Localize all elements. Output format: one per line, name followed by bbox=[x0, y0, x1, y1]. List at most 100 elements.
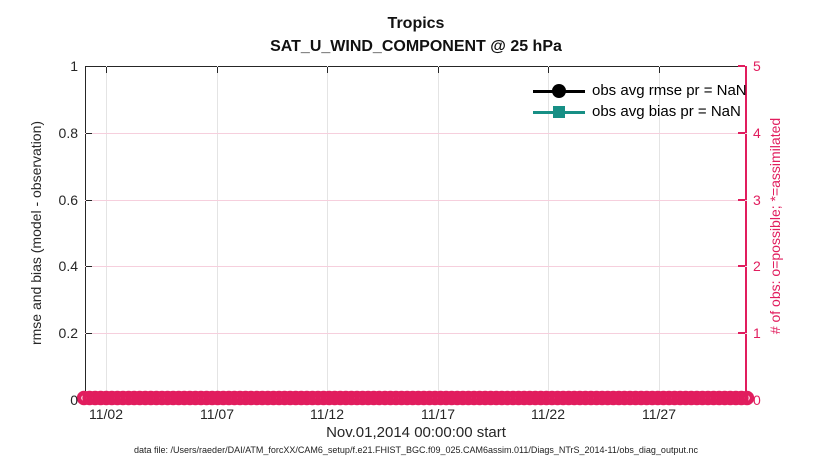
x-tick-label: 11/22 bbox=[531, 406, 565, 422]
right-tick-label: 1 bbox=[753, 325, 761, 341]
obs-possible-marker bbox=[115, 390, 131, 406]
obs-possible-marker bbox=[360, 390, 376, 406]
obs-possible-marker bbox=[294, 390, 309, 406]
obs-possible-marker bbox=[177, 390, 192, 406]
obs-possible-marker bbox=[299, 390, 315, 406]
obs-possible-marker bbox=[132, 390, 147, 406]
obs-possible-marker bbox=[511, 390, 526, 406]
obs-possible-marker bbox=[522, 390, 537, 406]
obs-possible-marker bbox=[472, 390, 487, 406]
obs-possible-marker bbox=[450, 390, 465, 406]
obs-possible-marker bbox=[645, 390, 660, 406]
left-tick-label: 1 bbox=[70, 58, 78, 74]
left-tick-mark bbox=[86, 200, 92, 201]
right-tick-mark bbox=[738, 332, 745, 334]
legend-entry-label: obs avg bias pr = NaN bbox=[592, 103, 741, 120]
x-tick-mark-top bbox=[327, 67, 328, 73]
grid-line-horizontal bbox=[85, 333, 747, 334]
obs-possible-marker bbox=[578, 390, 593, 406]
grid-line-horizontal bbox=[85, 266, 747, 267]
obs-possible-marker bbox=[461, 390, 476, 406]
x-tick-mark-top bbox=[217, 67, 218, 73]
grid-line-vertical bbox=[548, 66, 549, 400]
grid-line-horizontal bbox=[85, 133, 747, 134]
right-axis-label: # of obs: o=possible; *=assimilated bbox=[767, 117, 783, 335]
obs-possible-marker bbox=[500, 390, 515, 406]
left-tick-mark bbox=[86, 400, 92, 401]
obs-possible-marker bbox=[93, 390, 108, 406]
obs-possible-marker bbox=[154, 390, 170, 406]
obs-possible-marker bbox=[327, 390, 342, 406]
obs-possible-marker bbox=[739, 390, 755, 406]
obs-possible-marker bbox=[477, 390, 493, 406]
left-tick-label: 0.4 bbox=[58, 258, 78, 274]
obs-possible-marker bbox=[377, 390, 393, 406]
obs-possible-marker bbox=[138, 390, 153, 406]
obs-possible-marker bbox=[255, 390, 270, 406]
right-tick-mark bbox=[738, 199, 745, 201]
grid-line-vertical bbox=[438, 66, 439, 400]
legend-entry-label: obs avg rmse pr = NaN bbox=[592, 82, 747, 99]
obs-possible-marker bbox=[555, 390, 571, 406]
grid-line-vertical bbox=[217, 66, 218, 400]
obs-possible-marker bbox=[149, 390, 164, 406]
legend-marker-square-icon bbox=[553, 106, 565, 118]
right-tick-label: 0 bbox=[753, 392, 761, 408]
obs-possible-marker bbox=[310, 390, 326, 406]
obs-possible-marker bbox=[399, 390, 415, 406]
left-tick-mark bbox=[86, 66, 92, 67]
obs-possible-marker bbox=[87, 390, 103, 406]
obs-possible-marker bbox=[533, 390, 549, 406]
grid-line-vertical bbox=[106, 66, 107, 400]
obs-possible-marker bbox=[344, 390, 359, 406]
left-tick-label: 0.6 bbox=[58, 192, 78, 208]
x-tick-mark-bottom bbox=[106, 393, 107, 399]
obs-possible-marker bbox=[667, 390, 682, 406]
obs-possible-marker bbox=[282, 390, 298, 406]
right-tick-label: 4 bbox=[753, 125, 761, 141]
obs-possible-marker bbox=[182, 390, 198, 406]
obs-possible-marker bbox=[695, 390, 710, 406]
obs-possible-marker bbox=[204, 390, 220, 406]
x-tick-mark-bottom bbox=[438, 393, 439, 399]
left-tick-label: 0.2 bbox=[58, 325, 78, 341]
obs-possible-marker bbox=[321, 390, 337, 406]
obs-possible-marker bbox=[589, 390, 604, 406]
obs-possible-marker bbox=[717, 390, 732, 406]
left-tick-mark bbox=[86, 133, 92, 134]
obs-possible-marker bbox=[561, 390, 576, 406]
obs-possible-marker bbox=[366, 390, 381, 406]
obs-possible-marker bbox=[394, 390, 409, 406]
obs-possible-marker bbox=[165, 390, 181, 406]
x-tick-label: 11/07 bbox=[200, 406, 234, 422]
obs-possible-marker bbox=[516, 390, 532, 406]
obs-possible-marker bbox=[583, 390, 599, 406]
obs-possible-marker bbox=[271, 390, 287, 406]
obs-possible-marker bbox=[684, 390, 699, 406]
obs-possible-marker bbox=[199, 390, 214, 406]
x-tick-label: 11/02 bbox=[89, 406, 123, 422]
obs-possible-marker bbox=[600, 390, 615, 406]
x-tick-mark-top bbox=[548, 67, 549, 73]
obs-possible-marker bbox=[260, 390, 276, 406]
obs-possible-marker bbox=[706, 390, 721, 406]
right-tick-mark bbox=[738, 399, 745, 401]
right-tick-mark bbox=[738, 132, 745, 134]
grid-line-vertical bbox=[659, 66, 660, 400]
obs-possible-marker bbox=[305, 390, 320, 406]
obs-possible-marker bbox=[266, 390, 281, 406]
right-axis-spine bbox=[745, 66, 747, 400]
left-tick-label: 0 bbox=[70, 392, 78, 408]
obs-possible-marker bbox=[143, 390, 159, 406]
obs-possible-marker bbox=[372, 390, 387, 406]
obs-possible-marker bbox=[617, 390, 632, 406]
obs-possible-marker bbox=[628, 390, 643, 406]
x-tick-mark-bottom bbox=[327, 393, 328, 399]
obs-possible-marker bbox=[483, 390, 498, 406]
obs-possible-marker bbox=[188, 390, 203, 406]
left-axis-label: rmse and bias (model - observation) bbox=[28, 120, 44, 346]
obs-possible-marker bbox=[110, 390, 125, 406]
obs-possible-marker bbox=[338, 390, 354, 406]
x-tick-mark-bottom bbox=[548, 393, 549, 399]
